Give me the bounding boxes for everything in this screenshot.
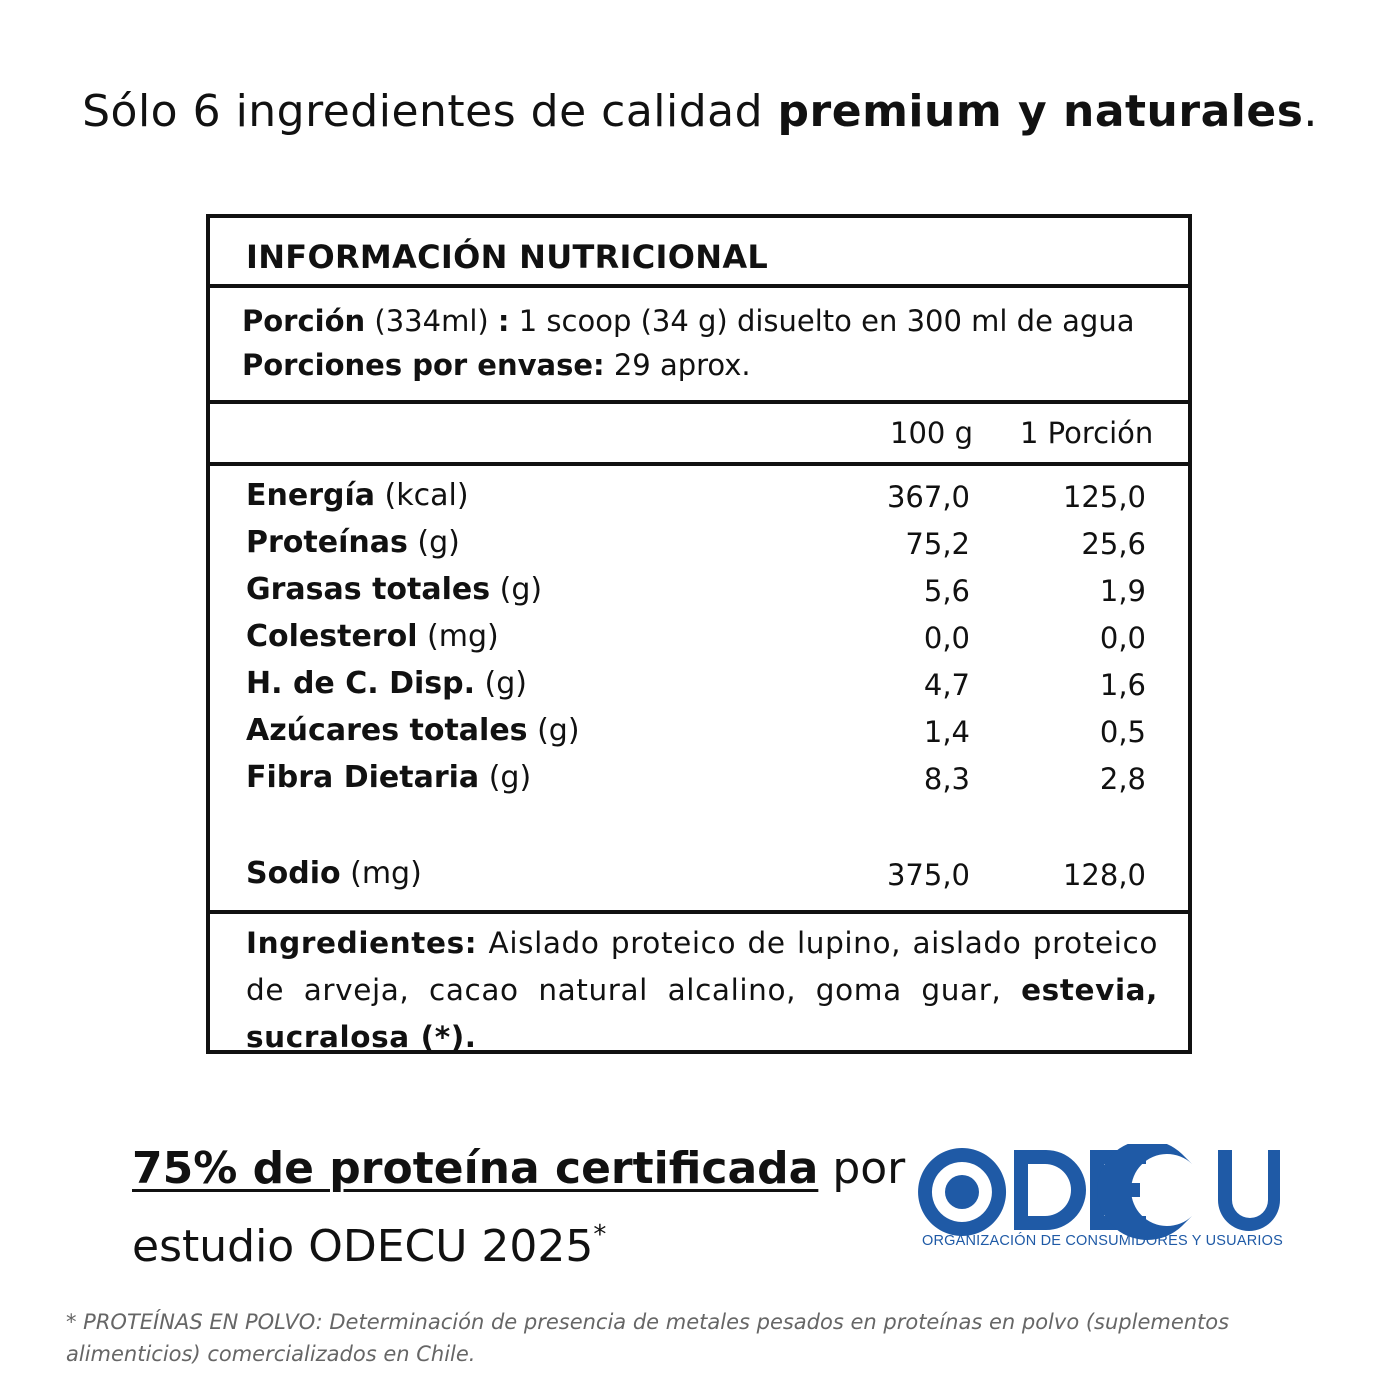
value-per-100g: 8,3 bbox=[923, 762, 970, 796]
headline-bold: premium y naturales bbox=[777, 86, 1304, 137]
nutrient-label: Colesterol bbox=[246, 619, 418, 654]
divider bbox=[210, 284, 1188, 288]
value-per-100g: 0,0 bbox=[923, 621, 970, 655]
logo-letter-u bbox=[1218, 1150, 1280, 1231]
divider bbox=[210, 910, 1188, 914]
nutrient-unit: (kcal) bbox=[375, 478, 469, 513]
certification-strong: 75% de proteína certificada bbox=[132, 1143, 819, 1194]
value-per-portion: 0,0 bbox=[1099, 621, 1146, 655]
nutrient-unit: (mg) bbox=[417, 619, 499, 654]
value-per-100g: 5,6 bbox=[923, 574, 970, 608]
certification-mark: * bbox=[593, 1220, 607, 1250]
ingredients-text: Aislado proteico de lupino, aislado prot… bbox=[246, 926, 1158, 1007]
value-per-100g: 4,7 bbox=[923, 668, 970, 702]
value-per-100g: 75,2 bbox=[905, 527, 970, 561]
value-per-portion: 25,6 bbox=[1081, 527, 1146, 561]
odecu-subtitle: ORGANIZACIÓN DE CONSUMIDORES Y USUARIOS bbox=[922, 1233, 1283, 1249]
nutrient-label: Sodio bbox=[246, 856, 341, 891]
value-per-portion: 128,0 bbox=[1062, 858, 1146, 892]
value-per-portion: 0,5 bbox=[1099, 715, 1146, 749]
nutrient-unit: (mg) bbox=[340, 856, 422, 891]
nutrient-unit: (g) bbox=[474, 666, 527, 701]
servings-value: 29 aprox. bbox=[604, 348, 751, 382]
nutrition-label: INFORMACIÓN NUTRICIONAL Porción (334ml) … bbox=[206, 214, 1192, 1054]
certification-line2: estudio ODECU 2025 bbox=[132, 1221, 594, 1272]
nutrient-label: H. de C. Disp. bbox=[246, 666, 475, 701]
ingredients: Ingredientes: Aislado proteico de lupino… bbox=[246, 920, 1158, 1061]
nutrient-name: Azúcares totales (g) bbox=[246, 713, 580, 748]
portion-size: (334ml) bbox=[365, 304, 498, 338]
nutrient-name: Fibra Dietaria (g) bbox=[246, 760, 531, 795]
nutrient-name: Grasas totales (g) bbox=[246, 572, 542, 607]
certification-rest: por bbox=[818, 1143, 906, 1194]
ingredients-label: Ingredientes: bbox=[246, 926, 478, 960]
nutrient-unit: (g) bbox=[407, 525, 460, 560]
value-per-portion: 2,8 bbox=[1099, 762, 1146, 796]
value-per-100g: 1,4 bbox=[923, 715, 970, 749]
logo-letter-c bbox=[1097, 1144, 1192, 1240]
portion-description: 1 scoop (34 g) disuelto en 300 ml de agu… bbox=[509, 304, 1135, 338]
nutrient-unit: (g) bbox=[490, 572, 543, 607]
headline: Sólo 6 ingredientes de calidad premium y… bbox=[0, 86, 1400, 137]
nutrient-label: Azúcares totales bbox=[246, 713, 528, 748]
servings-label: Porciones por envase: bbox=[242, 348, 605, 382]
nutrient-label: Energía bbox=[246, 478, 375, 513]
column-header-100g: 100 g bbox=[890, 416, 973, 450]
nutrient-name: Colesterol (mg) bbox=[246, 619, 499, 654]
nutrient-unit: (g) bbox=[479, 760, 532, 795]
portion-label: Porción bbox=[242, 304, 366, 338]
nutrient-name: H. de C. Disp. (g) bbox=[246, 666, 527, 701]
nutrient-unit: (g) bbox=[527, 713, 580, 748]
divider bbox=[210, 400, 1188, 404]
portion-line: Porción (334ml) : 1 scoop (34 g) disuelt… bbox=[242, 304, 1134, 338]
portion-colon: : bbox=[497, 304, 510, 338]
value-per-portion: 125,0 bbox=[1062, 480, 1146, 514]
label-title: INFORMACIÓN NUTRICIONAL bbox=[246, 238, 769, 276]
value-per-portion: 1,9 bbox=[1099, 574, 1146, 608]
nutrient-label: Fibra Dietaria bbox=[246, 760, 480, 795]
nutrient-name: Proteínas (g) bbox=[246, 525, 460, 560]
nutrient-name: Sodio (mg) bbox=[246, 856, 422, 891]
headline-tail: . bbox=[1303, 86, 1318, 137]
headline-lead: Sólo 6 ingredientes de calidad bbox=[82, 86, 778, 137]
certification-text: 75% de proteína certificada por estudio … bbox=[132, 1136, 905, 1280]
nutrient-name: Energía (kcal) bbox=[246, 478, 469, 513]
ingredients-bold-tail: estevia, sucralosa (*). bbox=[246, 973, 1158, 1054]
value-per-portion: 1,6 bbox=[1099, 668, 1146, 702]
odecu-logo bbox=[918, 1144, 1280, 1240]
footnote: * PROTEÍNAS EN POLVO: Determinación de p… bbox=[66, 1310, 1230, 1366]
logo-dot bbox=[945, 1175, 979, 1209]
nutrient-label: Grasas totales bbox=[246, 572, 491, 607]
servings-line: Porciones por envase: 29 aprox. bbox=[242, 348, 751, 382]
logo-letter-o bbox=[918, 1148, 1007, 1236]
nutrient-label: Proteínas bbox=[246, 525, 408, 560]
value-per-100g: 367,0 bbox=[886, 480, 970, 514]
value-per-100g: 375,0 bbox=[886, 858, 970, 892]
column-header-portion: 1 Porción bbox=[1020, 416, 1154, 450]
divider bbox=[210, 462, 1188, 466]
logo-letter-d bbox=[1014, 1150, 1086, 1230]
